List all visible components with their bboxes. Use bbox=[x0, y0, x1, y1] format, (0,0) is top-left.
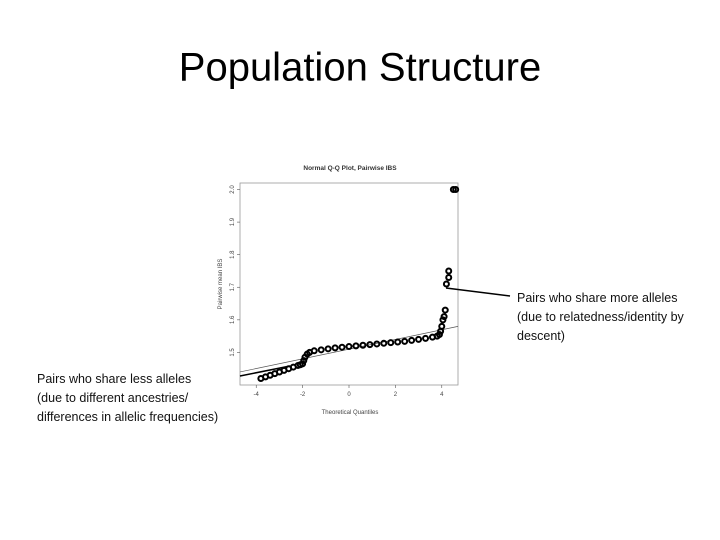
point bbox=[445, 273, 453, 281]
point bbox=[422, 334, 430, 342]
point bbox=[338, 343, 346, 351]
annotation: Pairs who share more alleles (due to rela… bbox=[517, 291, 685, 343]
annotation-line: Pairs who share more alleles bbox=[517, 291, 678, 305]
point bbox=[441, 306, 449, 314]
annotation-line: descent) bbox=[517, 329, 565, 343]
annotation-line: differences in allelic frequencies) bbox=[37, 410, 218, 424]
slide-title: Population Structure bbox=[179, 46, 541, 90]
point bbox=[300, 357, 308, 365]
point bbox=[310, 347, 318, 355]
y-axis-label: Pairwise mean IBS bbox=[218, 259, 224, 310]
point bbox=[435, 331, 443, 338]
arrow bbox=[239, 365, 291, 377]
point bbox=[440, 313, 448, 321]
point bbox=[345, 343, 353, 351]
x-axis-label: Theoretical Quantiles bbox=[322, 410, 379, 416]
point bbox=[331, 344, 339, 352]
point bbox=[452, 186, 460, 194]
point bbox=[408, 336, 416, 344]
point bbox=[380, 339, 388, 347]
y-tick-label: 1.6 bbox=[230, 315, 236, 324]
point bbox=[324, 345, 332, 353]
point bbox=[359, 341, 367, 349]
arrow bbox=[445, 287, 511, 297]
point bbox=[401, 337, 409, 345]
x-tick-label: 0 bbox=[347, 392, 351, 398]
annotation-line: (due to relatedness/identity by bbox=[517, 310, 685, 324]
point bbox=[415, 335, 423, 343]
point bbox=[445, 267, 453, 275]
x-tick-label: 4 bbox=[440, 392, 444, 398]
x-tick-label: 2 bbox=[394, 392, 398, 398]
point bbox=[299, 360, 307, 368]
point bbox=[373, 340, 381, 348]
plot-frame bbox=[239, 182, 459, 386]
point bbox=[438, 322, 446, 330]
point bbox=[439, 316, 447, 324]
x-tick-label: -2 bbox=[300, 392, 306, 398]
y-tick-label: 1.8 bbox=[230, 250, 236, 259]
y-tick-label: 1.9 bbox=[230, 217, 236, 226]
y-tick-label: 1.7 bbox=[230, 282, 236, 291]
point bbox=[394, 338, 402, 346]
point bbox=[387, 339, 395, 347]
point bbox=[352, 342, 360, 350]
plot-title: Normal Q-Q Plot, Pairwise IBS bbox=[303, 165, 397, 172]
annotation-line: Pairs who share less alleles bbox=[37, 372, 191, 386]
point bbox=[366, 341, 374, 349]
x-tick-label: -4 bbox=[254, 392, 260, 398]
point bbox=[317, 346, 325, 354]
annotation-line: (due to different ancestries/ bbox=[37, 391, 189, 405]
annotation: Pairs who share less alleles (due to diff… bbox=[37, 372, 218, 424]
point bbox=[442, 280, 450, 288]
y-tick-label: 2.0 bbox=[230, 185, 236, 194]
y-tick-label: 1.5 bbox=[230, 348, 236, 357]
